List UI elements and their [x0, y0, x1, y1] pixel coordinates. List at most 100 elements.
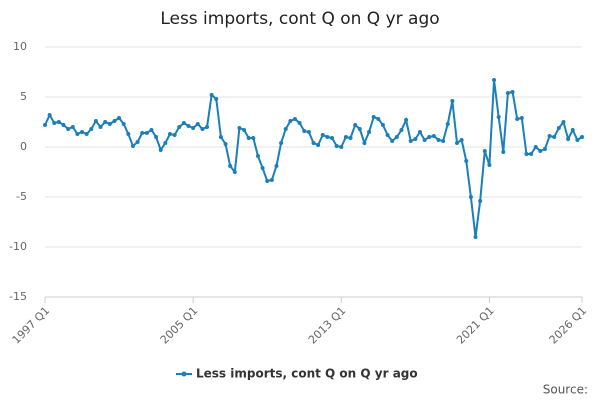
data-point	[61, 123, 66, 127]
data-point	[408, 139, 413, 143]
data-point	[552, 135, 557, 139]
data-point	[478, 199, 483, 203]
chart-title: Less imports, cont Q on Q yr ago	[160, 9, 439, 29]
data-point	[93, 119, 98, 123]
data-point	[413, 137, 418, 141]
data-point	[380, 123, 385, 127]
data-point	[330, 136, 335, 140]
data-point	[348, 136, 353, 140]
data-point	[66, 127, 71, 131]
data-point	[181, 121, 186, 125]
data-point	[487, 163, 492, 167]
x-tick-label: 2005 Q1	[158, 304, 201, 347]
data-point	[320, 133, 325, 137]
data-point	[52, 121, 57, 125]
y-tick-label: 10	[13, 40, 27, 53]
data-point	[246, 136, 251, 140]
data-point	[283, 127, 288, 131]
data-point	[140, 131, 145, 135]
data-point	[459, 138, 464, 142]
data-point	[292, 117, 297, 121]
data-point	[306, 130, 311, 134]
x-tick-label: 1997 Q1	[10, 304, 53, 347]
data-point	[339, 145, 344, 149]
data-point	[524, 152, 529, 156]
data-point	[431, 134, 436, 138]
data-point	[126, 132, 131, 136]
data-point	[218, 135, 223, 139]
data-point	[200, 127, 205, 131]
data-point	[441, 139, 446, 143]
data-point	[47, 113, 52, 117]
data-point	[501, 150, 506, 154]
data-point	[394, 135, 399, 139]
data-point	[279, 141, 284, 145]
data-point	[107, 122, 112, 126]
data-point	[362, 141, 367, 145]
data-point	[417, 130, 422, 134]
data-point	[158, 148, 163, 152]
data-point	[353, 123, 358, 127]
data-point	[436, 138, 441, 142]
data-point	[70, 125, 75, 129]
data-point	[311, 141, 316, 145]
data-point	[191, 126, 196, 130]
data-point	[496, 115, 501, 119]
data-point	[84, 132, 89, 136]
data-point	[357, 127, 362, 131]
data-point	[117, 116, 122, 120]
data-point	[450, 99, 455, 103]
data-point	[242, 128, 247, 132]
data-point	[228, 164, 233, 168]
source: Source:	[543, 383, 588, 397]
data-point	[121, 122, 126, 126]
data-point	[371, 115, 376, 119]
data-point	[274, 164, 279, 168]
data-point	[43, 123, 47, 127]
data-point	[251, 136, 256, 140]
data-point	[269, 178, 274, 182]
data-point	[75, 132, 80, 136]
data-point	[56, 120, 61, 124]
data-point	[376, 117, 381, 121]
data-point	[566, 137, 571, 141]
data-point	[195, 122, 200, 126]
data-point	[112, 119, 117, 123]
data-point	[510, 90, 515, 94]
data-point	[237, 126, 242, 130]
x-tick-label: 2021 Q1	[454, 304, 497, 347]
data-point	[89, 127, 94, 131]
data-point	[538, 149, 543, 153]
data-point	[205, 125, 210, 129]
y-tick-label: -15	[9, 290, 27, 303]
data-point	[154, 135, 159, 139]
data-point	[492, 78, 497, 82]
data-point	[482, 149, 487, 153]
legend-swatch-dot	[181, 371, 187, 377]
x-tick-label: 2026 Q1	[547, 304, 590, 347]
data-point	[343, 135, 348, 139]
data-point	[515, 117, 520, 121]
data-point	[214, 97, 219, 101]
data-point	[149, 128, 154, 132]
data-point	[172, 133, 177, 137]
x-tick-label: 2013 Q1	[306, 304, 349, 347]
data-point	[422, 138, 427, 142]
data-point	[367, 130, 372, 134]
y-tick-label: 5	[20, 90, 27, 103]
data-point	[186, 124, 191, 128]
data-point	[473, 235, 478, 239]
data-point	[232, 170, 237, 174]
y-tick-label: 0	[20, 140, 27, 153]
data-point	[177, 125, 182, 129]
data-point	[533, 145, 538, 149]
data-point	[265, 179, 270, 183]
data-point	[209, 93, 214, 97]
data-point	[399, 128, 404, 132]
data-point	[167, 132, 172, 136]
data-point	[542, 147, 547, 151]
data-point	[570, 128, 575, 132]
data-point	[288, 119, 293, 123]
data-point	[580, 135, 584, 139]
